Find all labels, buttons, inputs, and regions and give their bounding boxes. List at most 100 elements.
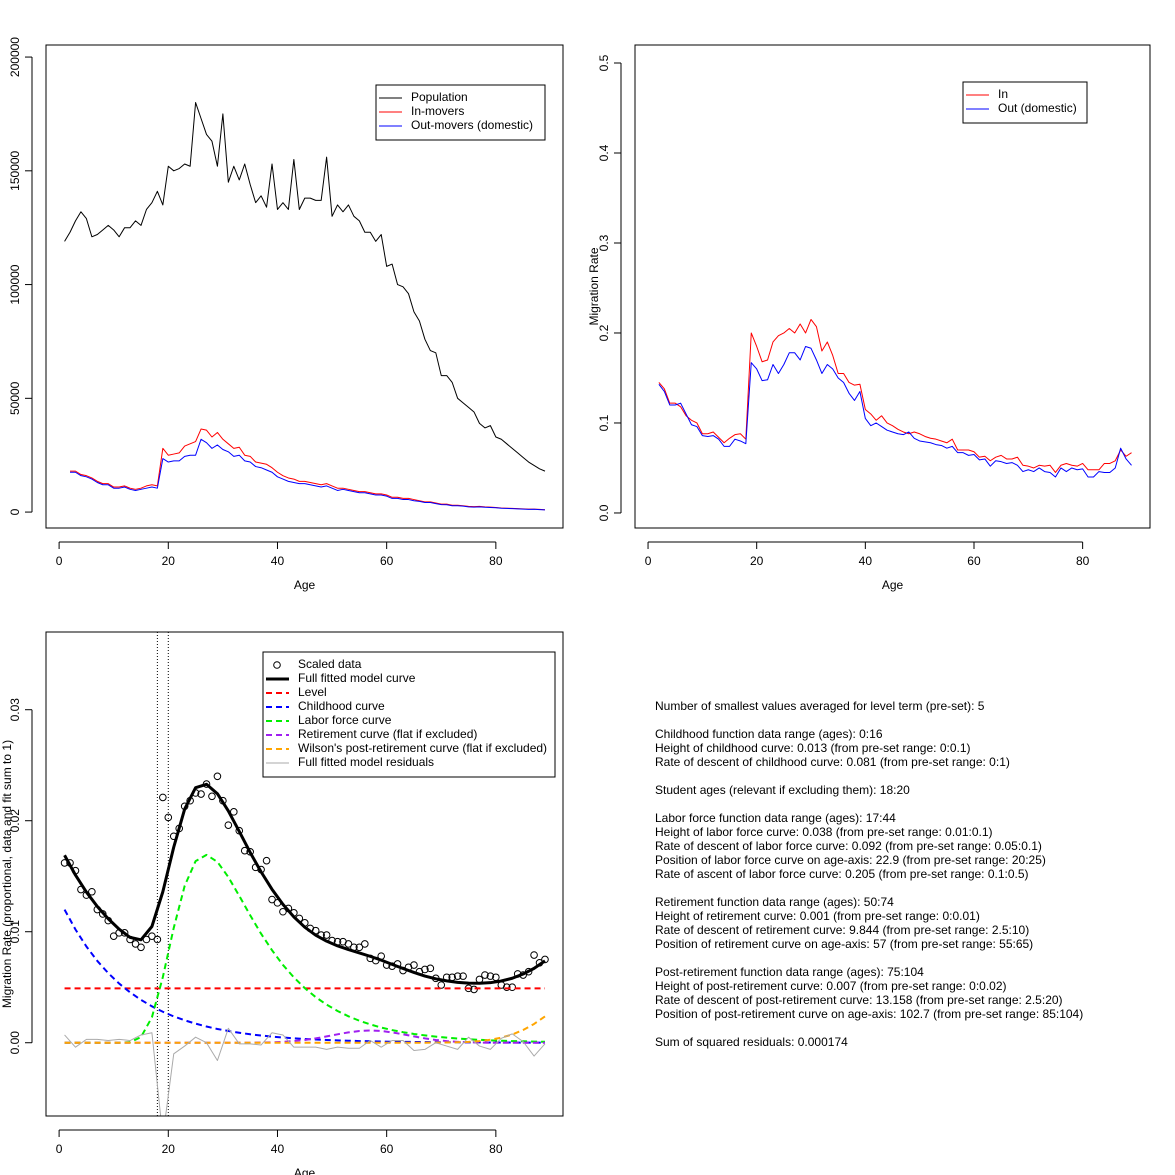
x-tick-label: 80 [1076, 554, 1090, 568]
y-tick-label: 0.3 [597, 234, 611, 251]
y-tick-label: 0.00 [8, 1031, 22, 1055]
data-point [159, 793, 167, 802]
note-line: Labor force function data range (ages): … [655, 811, 896, 825]
x-tick-label: 0 [645, 554, 652, 568]
y-tick-label: 0.1 [597, 414, 611, 431]
legend-box [375, 84, 546, 141]
data-point [530, 951, 538, 959]
legend-box [262, 651, 556, 778]
x-tick-label: 20 [162, 1142, 176, 1156]
y-tick-label: 0.4 [597, 144, 611, 161]
data-point [361, 940, 369, 948]
data-point [470, 985, 478, 994]
legend-label: Childhood curve [298, 699, 385, 713]
data-point [109, 932, 118, 940]
legend-marker [273, 661, 281, 669]
note-line: Position of post-retirement curve on age… [655, 1007, 1083, 1021]
data-point [344, 940, 353, 948]
data-point [355, 943, 364, 952]
data-point [137, 943, 145, 952]
legend-label: Wilson's post-retirement curve (flat if … [298, 741, 547, 755]
data-point [453, 972, 462, 980]
legend-label: Retirement curve (flat if excluded) [298, 727, 477, 741]
x-tick-label: 20 [750, 554, 764, 568]
legend-label: In [998, 87, 1008, 101]
y-tick-label: 0.03 [8, 698, 22, 722]
data-point [164, 813, 173, 822]
x-tick-label: 40 [271, 1142, 285, 1156]
data-point [131, 940, 140, 948]
y-tick-label: 0.02 [8, 809, 22, 833]
data-point [262, 856, 271, 865]
note-line: Rate of ascent of labor force curve: 0.2… [655, 867, 1029, 881]
data-point [279, 907, 287, 916]
data-point [153, 935, 162, 944]
note-line: Rate of descent of retirement curve: 9.8… [655, 923, 1029, 937]
series-line [70, 428, 546, 511]
legend-label: Population [411, 90, 468, 104]
note-line: Height of retirement curve: 0.001 (from … [655, 909, 980, 923]
series-line [63, 909, 545, 1044]
series-line [658, 318, 1132, 473]
note-line: Post-retirement function data range (age… [655, 965, 924, 979]
data-point [268, 895, 276, 904]
series-line [64, 853, 545, 1044]
data-point [322, 931, 331, 939]
x-axis-label: Age [294, 578, 316, 592]
note-line: Student ages (relevant if excluding them… [655, 783, 910, 797]
data-point [459, 972, 467, 980]
series-line [70, 438, 546, 511]
legend-label: In-movers [411, 104, 464, 118]
legend-box [962, 81, 1088, 124]
note-line: Position of retirement curve on age-axis… [655, 937, 1033, 951]
x-tick-label: 60 [967, 554, 981, 568]
note-line: Height of childhood curve: 0.013 (from p… [655, 741, 971, 755]
data-point [208, 792, 216, 801]
y-tick-label: 0 [8, 508, 22, 515]
data-point [148, 932, 156, 940]
y-tick-label: 0.5 [597, 54, 611, 71]
note-line: Rate of descent of post-retirement curve… [655, 993, 1063, 1007]
legend-label: Out (domestic) [998, 101, 1077, 115]
data-point [486, 972, 495, 980]
x-tick-label: 40 [271, 554, 285, 568]
series-line [64, 102, 546, 472]
x-tick-label: 0 [56, 1142, 63, 1156]
data-point [224, 821, 233, 829]
data-point [197, 790, 205, 798]
legend-label: Full fitted model residuals [298, 755, 434, 769]
legend-label: Labor force curve [298, 713, 392, 727]
plot-area [658, 318, 1132, 478]
data-point [437, 981, 446, 989]
note-line: Rate of descent of labor force curve: 0.… [655, 839, 1042, 853]
series-line [64, 1027, 546, 1116]
legend-label: Scaled data [298, 657, 362, 671]
y-tick-label: 0.01 [8, 920, 22, 944]
note-line: Childhood function data range (ages): 0:… [655, 727, 883, 741]
legend-label: Level [298, 685, 327, 699]
y-tick-label: 0.2 [597, 324, 611, 341]
data-point [120, 929, 129, 937]
x-tick-label: 60 [380, 1142, 394, 1156]
x-tick-label: 60 [380, 554, 394, 568]
x-tick-label: 0 [56, 554, 63, 568]
note-line: Height of labor force curve: 0.038 (from… [655, 825, 993, 839]
data-point [410, 961, 418, 969]
y-tick-label: 150000 [8, 150, 22, 190]
plot-box [45, 631, 564, 1117]
note-line: Position of labor force curve on age-axi… [655, 853, 1046, 867]
legend-label: Out-movers (domestic) [411, 118, 533, 132]
note-line: Rate of descent of childhood curve: 0.08… [655, 755, 1010, 769]
y-tick-label: 200000 [8, 37, 22, 77]
y-axis-label: Migration Rate [587, 247, 601, 325]
x-tick-label: 80 [489, 1142, 503, 1156]
y-axis-label: Migration Rate (proportional, data and f… [0, 740, 14, 1008]
y-tick-label: 50000 [8, 381, 22, 415]
x-axis-label: Age [882, 578, 904, 592]
legend-label: Full fitted model curve [298, 671, 416, 685]
x-tick-label: 20 [162, 554, 176, 568]
plot-area [64, 102, 546, 511]
note-line: Height of post-retirement curve: 0.007 (… [655, 979, 1007, 993]
series-line [63, 782, 546, 985]
